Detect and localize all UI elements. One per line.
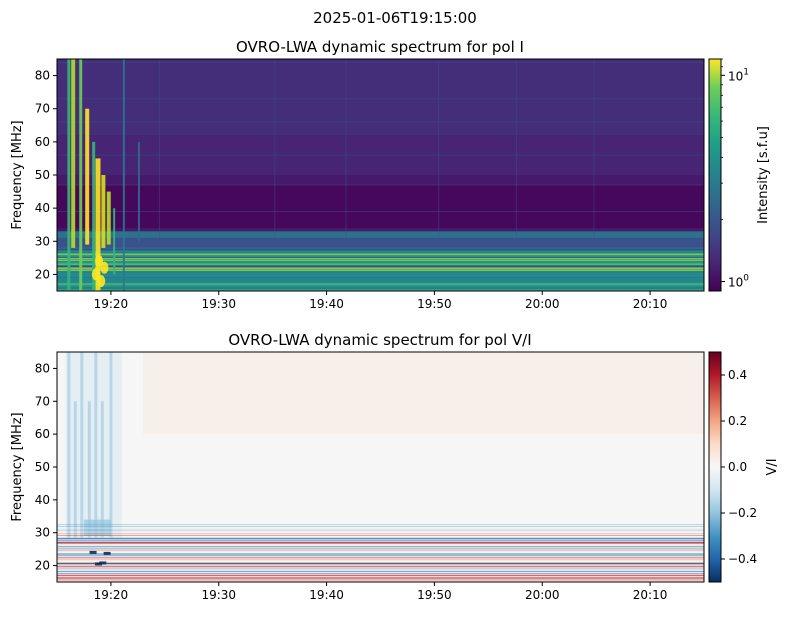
colorbar-2-gradient <box>709 352 721 582</box>
vi-burst <box>73 401 77 540</box>
vi-spot <box>89 550 97 554</box>
panel-1-colorbar: 100 101 Intensity [s.f.u] <box>708 58 771 292</box>
colorbar-1-label: Intensity [s.f.u] <box>756 126 771 224</box>
panel-2-y-axis: 20 30 40 50 60 70 80 <box>35 361 57 573</box>
colorbar-tick-label: 0.4 <box>728 368 747 382</box>
dark-band <box>57 184 704 229</box>
colorbar-tick-label: 100 <box>728 274 749 290</box>
radio-burst <box>79 59 83 291</box>
radio-burst <box>92 141 96 291</box>
panel-pol-vi: OVRO-LWA dynamic spectrum for pol V/I 19… <box>10 331 780 602</box>
vi-spot <box>99 561 107 565</box>
panel-1-heatmap <box>57 59 704 291</box>
panel-2-background <box>57 352 704 582</box>
vi-burst <box>83 519 111 536</box>
radio-burst <box>106 191 111 245</box>
y-tick-label: 60 <box>35 427 50 441</box>
vi-spot <box>103 551 111 555</box>
vi-burst <box>109 352 113 540</box>
y-tick-label: 70 <box>35 394 50 408</box>
vi-burst <box>80 352 84 540</box>
y-tick-label: 80 <box>35 69 50 83</box>
y-tick-label: 20 <box>35 559 50 573</box>
panel-2-x-axis: 19:20 19:30 19:40 19:50 20:00 20:10 <box>94 582 668 602</box>
x-tick-label: 20:00 <box>525 588 560 602</box>
panel-2-ylabel: Frequency [MHz] <box>10 412 25 521</box>
y-tick-label: 60 <box>35 135 50 149</box>
radio-burst <box>137 141 140 242</box>
upper-band <box>57 59 704 136</box>
colorbar-tick-label: −0.4 <box>728 552 757 566</box>
x-tick-label: 19:50 <box>417 588 452 602</box>
radio-burst <box>71 59 76 248</box>
panel-1-ylabel: Frequency [MHz] <box>10 120 25 229</box>
colorbar-tick-label: −0.2 <box>728 506 757 520</box>
radio-burst <box>113 208 116 275</box>
radio-burst <box>67 59 71 291</box>
vi-spot <box>94 562 102 566</box>
panel-1-x-axis: 19:20 19:30 19:40 19:50 20:00 20:10 <box>94 291 668 311</box>
colorbar-2-label: V/I <box>765 458 780 475</box>
vi-burst <box>87 401 91 540</box>
x-tick-label: 19:50 <box>417 297 452 311</box>
colorbar-tick-label: 0.2 <box>728 414 747 428</box>
x-tick-label: 19:40 <box>309 297 344 311</box>
y-tick-label: 30 <box>35 234 50 248</box>
colorbar-tick-label: 0.0 <box>728 460 747 474</box>
panel-1-title: OVRO-LWA dynamic spectrum for pol I <box>236 38 524 56</box>
figure-suptitle: 2025-01-06T19:15:00 <box>313 9 477 27</box>
rfi-band <box>57 237 704 248</box>
y-tick-label: 80 <box>35 361 50 375</box>
radio-burst <box>122 59 125 291</box>
burst-blob <box>100 261 109 274</box>
panel-pol-i: OVRO-LWA dynamic spectrum for pol I 19:2… <box>10 38 771 311</box>
vi-burst <box>94 352 98 540</box>
y-tick-label: 30 <box>35 526 50 540</box>
x-tick-label: 19:20 <box>94 588 129 602</box>
panel-1-y-axis: 20 30 40 50 60 70 80 <box>35 69 57 281</box>
burst-blob <box>91 268 100 281</box>
radio-burst <box>95 158 101 291</box>
x-tick-label: 19:40 <box>309 588 344 602</box>
panel-2-title: OVRO-LWA dynamic spectrum for pol V/I <box>228 331 531 349</box>
y-tick-label: 40 <box>35 201 50 215</box>
colorbar-1-gradient <box>709 59 721 291</box>
radio-burst <box>85 108 90 245</box>
x-tick-label: 20:10 <box>633 588 668 602</box>
x-tick-label: 20:00 <box>525 297 560 311</box>
x-tick-label: 19:30 <box>201 588 236 602</box>
x-tick-label: 19:30 <box>201 297 236 311</box>
vi-tint <box>143 352 704 435</box>
colorbar-tick-label: 101 <box>728 67 749 83</box>
burst-blob <box>97 275 106 288</box>
radio-burst <box>101 175 106 248</box>
y-tick-label: 70 <box>35 102 50 116</box>
panel-2-heatmap <box>57 352 704 582</box>
panel-2-colorbar: 0.4 0.2 0.0 −0.2 −0.4 V/I <box>708 351 780 583</box>
colorbar-1-frame <box>708 58 722 292</box>
rfi-band <box>57 231 704 238</box>
y-tick-label: 50 <box>35 460 50 474</box>
x-tick-label: 20:10 <box>633 297 668 311</box>
y-tick-label: 50 <box>35 168 50 182</box>
vi-burst <box>67 352 71 540</box>
burst-blob <box>95 255 104 268</box>
y-tick-label: 20 <box>35 267 50 281</box>
y-tick-label: 40 <box>35 493 50 507</box>
vi-burst <box>100 401 104 540</box>
x-tick-label: 19:20 <box>94 297 129 311</box>
